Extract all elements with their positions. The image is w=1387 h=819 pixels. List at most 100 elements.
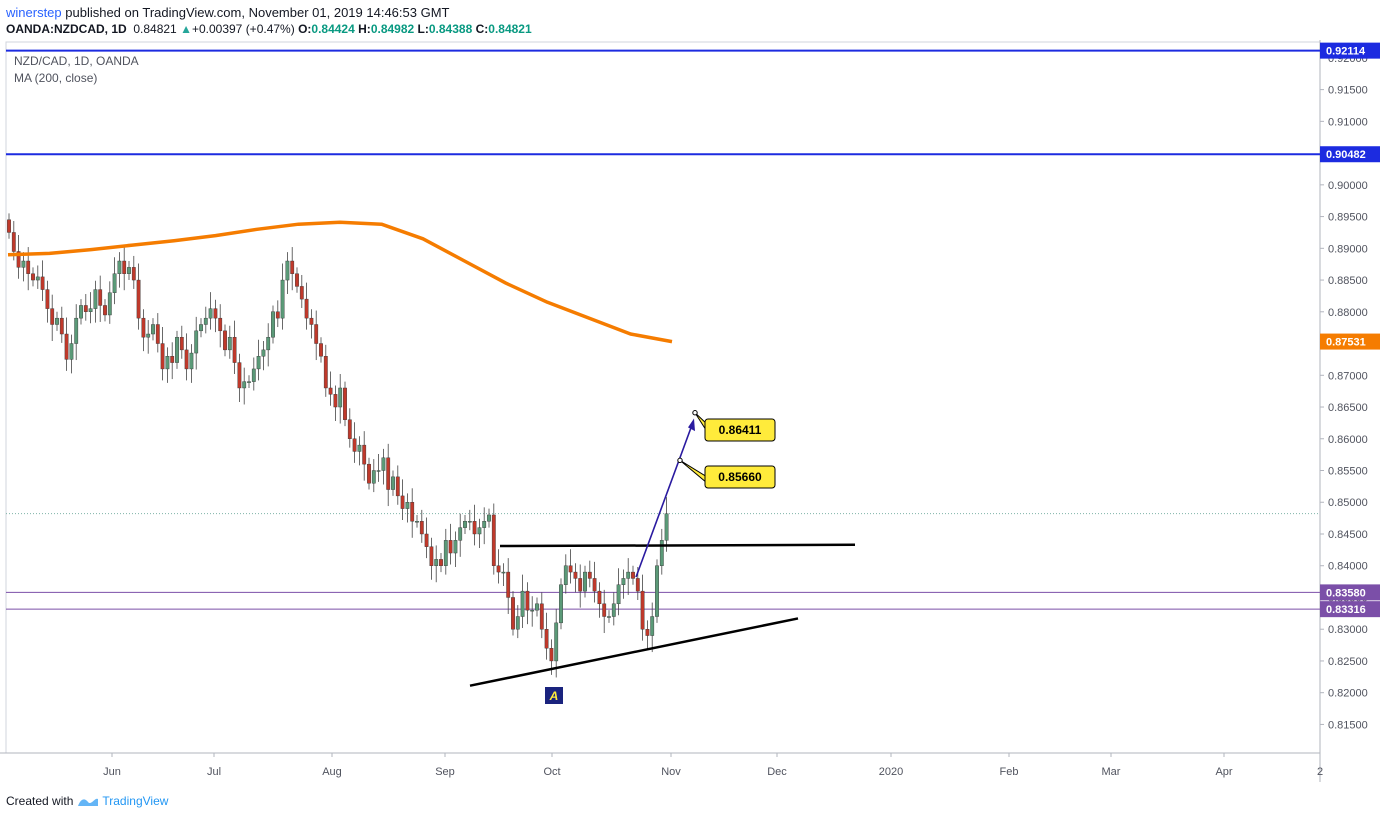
candle-body bbox=[136, 279, 141, 319]
candle-body bbox=[184, 349, 189, 370]
candle-body bbox=[237, 362, 242, 389]
high-value: 0.84982 bbox=[370, 22, 415, 36]
y-tick-label: 0.86500 bbox=[1328, 402, 1368, 414]
created-with-label: Created with bbox=[6, 794, 74, 808]
candle-body bbox=[26, 260, 31, 274]
candle-body bbox=[376, 470, 381, 472]
candle-body bbox=[477, 527, 482, 535]
candle-body bbox=[530, 609, 535, 612]
last-price: 0.84821 bbox=[133, 22, 177, 36]
candle-body bbox=[405, 502, 410, 509]
candle-body bbox=[664, 513, 669, 541]
x-tick-label: 2020 bbox=[879, 766, 903, 778]
x-tick-label: Mar bbox=[1102, 766, 1121, 778]
y-tick-label: 0.85500 bbox=[1328, 466, 1368, 478]
candle-body bbox=[611, 603, 616, 617]
candle-body bbox=[635, 578, 640, 592]
candle-body bbox=[520, 590, 525, 617]
candle-body bbox=[621, 578, 626, 585]
candle-body bbox=[631, 571, 635, 579]
candle-body bbox=[415, 521, 419, 523]
candle-body bbox=[319, 343, 323, 357]
y-tick-label: 0.90000 bbox=[1328, 180, 1368, 192]
neckline-trendline bbox=[499, 543, 856, 548]
candle-body bbox=[208, 308, 213, 319]
candle-body bbox=[98, 289, 103, 306]
candle-body bbox=[362, 444, 367, 465]
candle-body bbox=[155, 324, 160, 344]
close-label: C: bbox=[475, 22, 489, 36]
candle-body bbox=[400, 495, 405, 509]
target-callout-label: 0.86411 bbox=[719, 423, 762, 437]
level-price-tag bbox=[1320, 584, 1380, 601]
x-tick-label: Nov bbox=[661, 766, 681, 778]
candle-body bbox=[554, 622, 559, 662]
candle-body bbox=[179, 336, 184, 351]
target-point bbox=[677, 457, 683, 464]
candle-body bbox=[242, 381, 247, 389]
y-tick-label: 0.81500 bbox=[1328, 719, 1368, 731]
candle-body bbox=[650, 616, 655, 636]
y-tick-label: 0.87000 bbox=[1328, 370, 1368, 382]
ma-200-line bbox=[7, 220, 673, 344]
candle-body bbox=[515, 616, 520, 630]
candle-body bbox=[607, 616, 611, 618]
candles-group bbox=[7, 213, 669, 678]
candle-body bbox=[626, 571, 631, 579]
candle-body bbox=[227, 336, 232, 351]
up-arrow-icon: ▲ bbox=[180, 22, 192, 36]
candle-body bbox=[539, 603, 544, 630]
candle-body bbox=[343, 387, 347, 420]
candle-body bbox=[549, 648, 554, 662]
target-callout-box bbox=[704, 418, 776, 442]
candle-body bbox=[439, 559, 443, 566]
candle-body bbox=[64, 333, 69, 360]
published-text: published on TradingView.com, November 0… bbox=[61, 5, 450, 20]
candle-body bbox=[583, 571, 587, 592]
candle-body bbox=[247, 381, 251, 383]
candle-body bbox=[131, 267, 136, 281]
candle-body bbox=[280, 279, 285, 319]
candle-body bbox=[199, 324, 203, 332]
candle-body bbox=[592, 578, 597, 592]
candle-body bbox=[194, 330, 199, 354]
target-callout-label: 0.85660 bbox=[718, 470, 762, 484]
candle-body bbox=[117, 260, 122, 274]
projection-arrowhead bbox=[688, 418, 695, 432]
candle-body bbox=[31, 273, 35, 281]
level-price-label: 0.83580 bbox=[1326, 587, 1366, 599]
candle-body bbox=[573, 571, 578, 579]
candle-body bbox=[309, 317, 314, 325]
candle-body bbox=[578, 578, 583, 592]
candle-body bbox=[371, 470, 376, 484]
tradingview-link[interactable]: TradingView bbox=[102, 794, 169, 808]
x-tick-label: 2 bbox=[1317, 766, 1323, 778]
candle-body bbox=[7, 219, 11, 233]
candle-body bbox=[290, 260, 295, 274]
low-value: 0.84388 bbox=[428, 22, 473, 36]
pattern-label-text: A bbox=[549, 689, 559, 703]
support-trendline bbox=[469, 617, 799, 687]
y-tick-label: 0.89000 bbox=[1328, 243, 1368, 255]
change-value: +0.00397 (+0.47%) bbox=[191, 22, 295, 36]
candle-body bbox=[395, 476, 400, 497]
candle-body bbox=[107, 292, 112, 316]
candle-body bbox=[323, 356, 328, 389]
y-tick-label: 0.91000 bbox=[1328, 116, 1368, 128]
candle-body bbox=[386, 457, 391, 490]
ma-price-tag bbox=[1320, 333, 1380, 350]
level-price-tag bbox=[1320, 146, 1380, 163]
candle-body bbox=[491, 514, 496, 566]
candle-body bbox=[535, 603, 539, 611]
candle-body bbox=[275, 311, 280, 319]
candle-body bbox=[328, 387, 333, 395]
candle-body bbox=[232, 336, 237, 363]
candle-body bbox=[602, 603, 607, 617]
candle-body bbox=[175, 336, 179, 363]
y-tick-label: 0.82000 bbox=[1328, 688, 1368, 700]
price-chart[interactable]: 0.920000.915000.910000.905000.900000.895… bbox=[0, 40, 1387, 782]
projection-line bbox=[635, 421, 694, 578]
candle-body bbox=[112, 273, 117, 293]
author-link[interactable]: winerstep bbox=[6, 5, 62, 20]
candle-body bbox=[367, 463, 371, 484]
